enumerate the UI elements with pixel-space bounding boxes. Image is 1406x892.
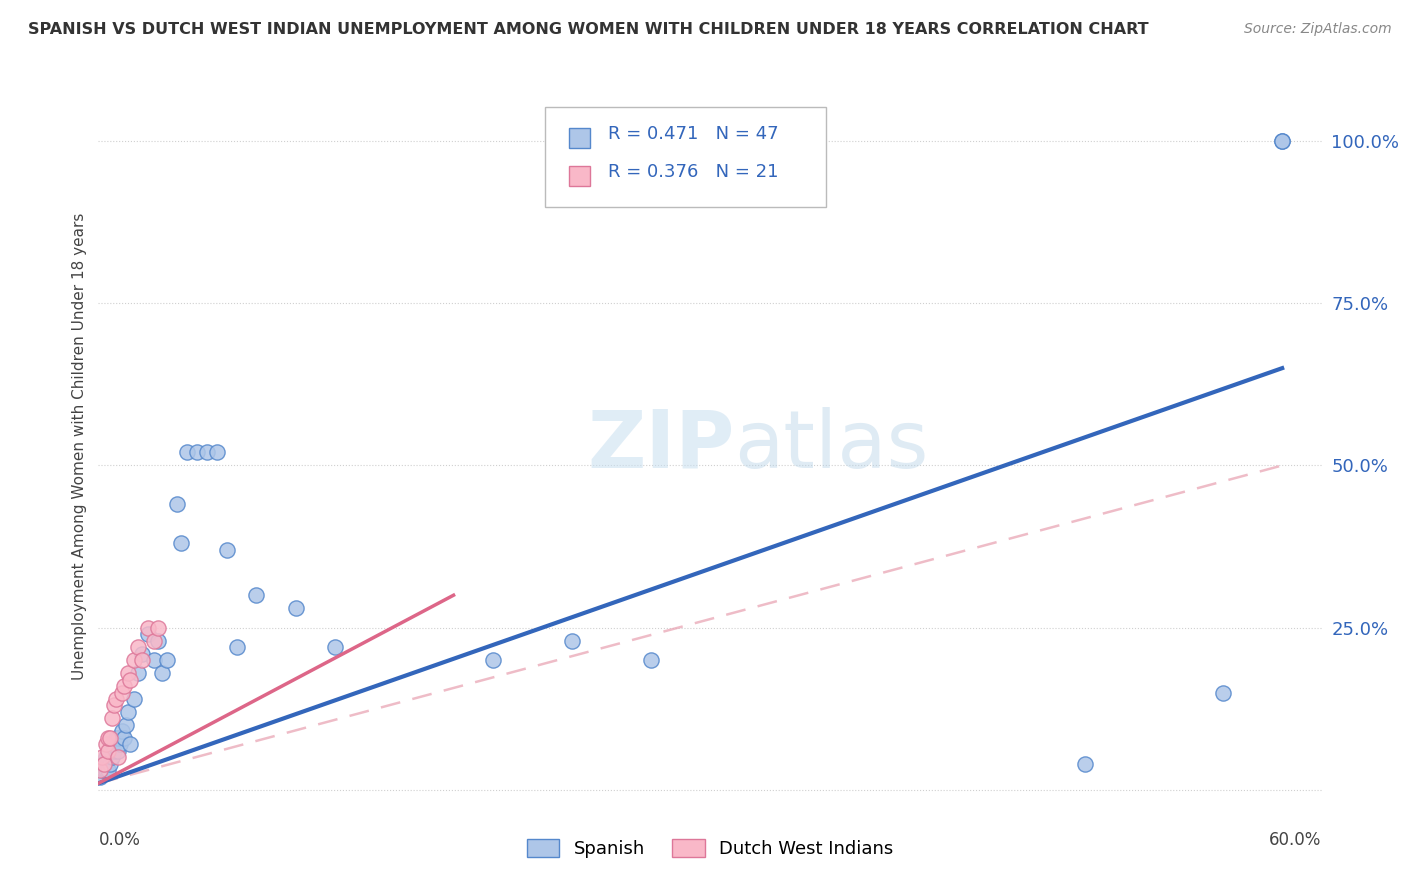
Point [97,764,120,778]
Point [131,653,153,667]
Point [89,764,111,778]
Text: atlas: atlas [734,407,929,485]
Point [101,711,124,725]
Point [103,698,125,713]
Point [146,621,169,635]
Point [97,750,120,764]
Point [117,705,139,719]
Point [205,445,228,459]
Legend: Spanish, Dutch West Indians: Spanish, Dutch West Indians [520,831,900,865]
Point [136,621,159,635]
Point [170,536,193,550]
Point [127,666,149,681]
Text: R = 0.376   N = 21: R = 0.376 N = 21 [609,163,779,181]
Point [112,731,135,745]
Bar [569,166,591,186]
Text: 60.0%: 60.0% [1270,831,1322,849]
Point [96,764,118,778]
Point [97,744,120,758]
Point [166,497,188,511]
Point [156,653,179,667]
Text: ZIP: ZIP [588,407,734,485]
Point [225,640,247,654]
Point [91,750,114,764]
Point [122,692,145,706]
Point [146,633,169,648]
Point [482,653,505,667]
Text: SPANISH VS DUTCH WEST INDIAN UNEMPLOYMENT AMONG WOMEN WITH CHILDREN UNDER 18 YEA: SPANISH VS DUTCH WEST INDIAN UNEMPLOYMEN… [28,22,1149,37]
Text: 0.0%: 0.0% [98,831,141,849]
Point [127,640,149,654]
Point [186,445,208,459]
Bar [569,128,591,148]
Point [98,731,121,745]
Point [195,445,218,459]
Point [103,744,125,758]
Point [98,744,121,758]
Point [284,601,307,615]
Point [1271,134,1294,148]
Point [136,627,159,641]
Point [118,738,141,752]
Point [93,764,115,778]
Point [1212,685,1234,699]
Point [98,756,121,771]
Point [131,647,153,661]
Point [107,750,129,764]
Point [101,750,124,764]
Point [96,750,118,764]
Point [107,731,129,745]
Point [1074,756,1097,771]
Point [111,724,134,739]
Point [245,588,267,602]
Point [215,542,238,557]
Point [93,756,115,771]
Point [150,666,173,681]
Point [105,731,128,745]
Point [640,653,662,667]
Point [107,744,129,758]
Point [142,633,165,648]
Point [561,633,583,648]
Point [101,738,124,752]
Point [108,738,131,752]
Point [323,640,346,654]
Point [111,685,134,699]
Point [115,718,138,732]
Point [117,666,139,681]
FancyBboxPatch shape [546,107,827,207]
Y-axis label: Unemployment Among Women with Children Under 18 years: Unemployment Among Women with Children U… [72,212,87,680]
Point [122,653,145,667]
Point [118,673,141,687]
Point [96,738,118,752]
Point [112,679,135,693]
Point [89,770,111,784]
Point [93,756,115,771]
Point [142,653,165,667]
Point [1271,134,1294,148]
Point [176,445,198,459]
Point [105,692,128,706]
Point [97,731,120,745]
Point [91,764,114,778]
Text: Source: ZipAtlas.com: Source: ZipAtlas.com [1244,22,1392,37]
Text: R = 0.471   N = 47: R = 0.471 N = 47 [609,126,779,144]
